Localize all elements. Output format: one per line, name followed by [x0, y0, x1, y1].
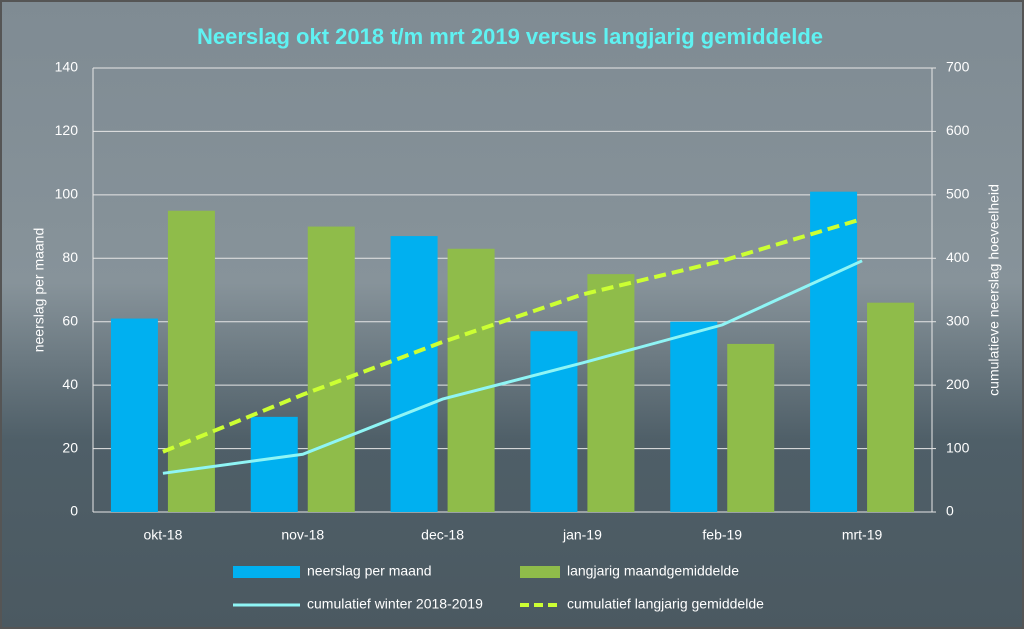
legend-label: langjarig maandgemiddelde — [567, 563, 739, 579]
bar — [670, 321, 718, 512]
y-tick-label: 60 — [62, 312, 78, 328]
bar — [587, 274, 635, 512]
y2-tick-label: 600 — [946, 122, 970, 138]
bar — [110, 318, 158, 512]
y-tick-label: 140 — [55, 59, 79, 75]
y2-tick-label: 400 — [946, 249, 970, 265]
x-tick-label: feb-19 — [702, 527, 742, 543]
line — [162, 259, 863, 475]
bar — [867, 302, 915, 512]
line — [162, 217, 863, 454]
x-tick-label: mrt-19 — [842, 527, 883, 543]
legend-label: neerslag per maand — [307, 563, 432, 579]
bar — [530, 331, 578, 512]
legend-swatch — [233, 566, 300, 578]
bar — [390, 236, 438, 513]
y-tick-label: 40 — [62, 376, 78, 392]
y2-tick-label: 700 — [946, 59, 970, 75]
y2-tick-label: 100 — [946, 439, 970, 455]
bar — [167, 210, 215, 512]
legend-label: cumulatief langjarig gemiddelde — [567, 596, 764, 612]
bar — [307, 226, 355, 513]
y2-tick-label: 500 — [946, 186, 970, 202]
x-tick-label: dec-18 — [421, 527, 464, 543]
y-tick-label: 100 — [55, 186, 79, 202]
x-tick-label: nov-18 — [281, 527, 324, 543]
y2-tick-label: 300 — [946, 312, 970, 328]
x-tick-label: jan-19 — [562, 527, 602, 543]
bar — [250, 416, 298, 512]
x-tick-label: okt-18 — [143, 527, 182, 543]
y-tick-label: 20 — [62, 439, 78, 455]
y-tick-label: 0 — [70, 503, 78, 519]
legend-swatch — [520, 566, 560, 578]
y2-axis-label: cumulatieve neerslag hoeveelheid — [986, 184, 1002, 396]
y-axis-label: neerslag per maand — [31, 228, 47, 353]
y2-tick-label: 0 — [946, 503, 954, 519]
bar — [810, 191, 858, 512]
legend-label: cumulatief winter 2018-2019 — [307, 596, 483, 612]
y-tick-label: 80 — [62, 249, 78, 265]
bar — [447, 248, 495, 512]
y-tick-label: 120 — [55, 122, 79, 138]
bar — [727, 343, 775, 512]
chart-title: Neerslag okt 2018 t/m mrt 2019 versus la… — [197, 24, 823, 49]
y2-tick-label: 200 — [946, 376, 970, 392]
